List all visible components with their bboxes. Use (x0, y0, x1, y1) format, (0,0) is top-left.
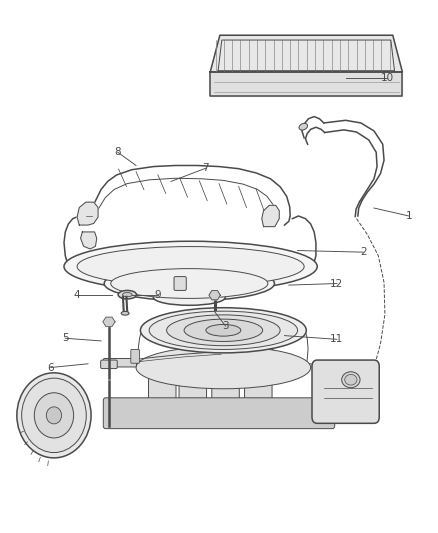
Polygon shape (209, 290, 220, 300)
Ellipse shape (121, 311, 129, 315)
FancyBboxPatch shape (212, 363, 239, 407)
FancyBboxPatch shape (244, 363, 272, 407)
Ellipse shape (17, 373, 91, 458)
Ellipse shape (64, 241, 317, 292)
Ellipse shape (345, 374, 357, 385)
FancyBboxPatch shape (103, 398, 335, 429)
Polygon shape (103, 317, 115, 326)
Ellipse shape (184, 319, 263, 342)
Ellipse shape (342, 372, 360, 387)
Ellipse shape (104, 266, 275, 301)
Polygon shape (262, 205, 279, 227)
Polygon shape (210, 35, 403, 72)
Text: 10: 10 (381, 73, 394, 83)
Ellipse shape (118, 290, 137, 299)
Ellipse shape (111, 269, 268, 298)
Ellipse shape (149, 311, 297, 350)
Text: 6: 6 (48, 362, 54, 373)
FancyBboxPatch shape (174, 277, 186, 290)
FancyBboxPatch shape (101, 360, 117, 368)
Ellipse shape (77, 247, 304, 286)
Ellipse shape (166, 315, 280, 346)
Polygon shape (210, 72, 403, 96)
Ellipse shape (299, 123, 307, 130)
Text: 7: 7 (203, 163, 209, 173)
Ellipse shape (136, 346, 311, 389)
Text: 1: 1 (406, 211, 412, 221)
Ellipse shape (21, 378, 86, 453)
Ellipse shape (46, 407, 62, 424)
Text: 11: 11 (330, 334, 343, 344)
Polygon shape (77, 202, 98, 225)
Ellipse shape (123, 293, 132, 297)
FancyBboxPatch shape (312, 360, 379, 423)
Polygon shape (81, 232, 97, 249)
Ellipse shape (141, 308, 306, 353)
FancyBboxPatch shape (131, 350, 140, 364)
Text: 9: 9 (155, 289, 161, 300)
Ellipse shape (206, 325, 241, 336)
FancyBboxPatch shape (103, 359, 137, 367)
FancyBboxPatch shape (148, 363, 176, 407)
Ellipse shape (153, 289, 225, 305)
Text: 4: 4 (74, 289, 81, 300)
Text: 12: 12 (330, 279, 343, 288)
Ellipse shape (34, 393, 74, 438)
Text: 2: 2 (360, 247, 367, 257)
Text: 5: 5 (62, 333, 69, 343)
Ellipse shape (105, 319, 113, 324)
FancyBboxPatch shape (179, 363, 207, 407)
Ellipse shape (210, 293, 219, 298)
Text: 3: 3 (222, 321, 229, 331)
Text: 8: 8 (114, 147, 121, 157)
